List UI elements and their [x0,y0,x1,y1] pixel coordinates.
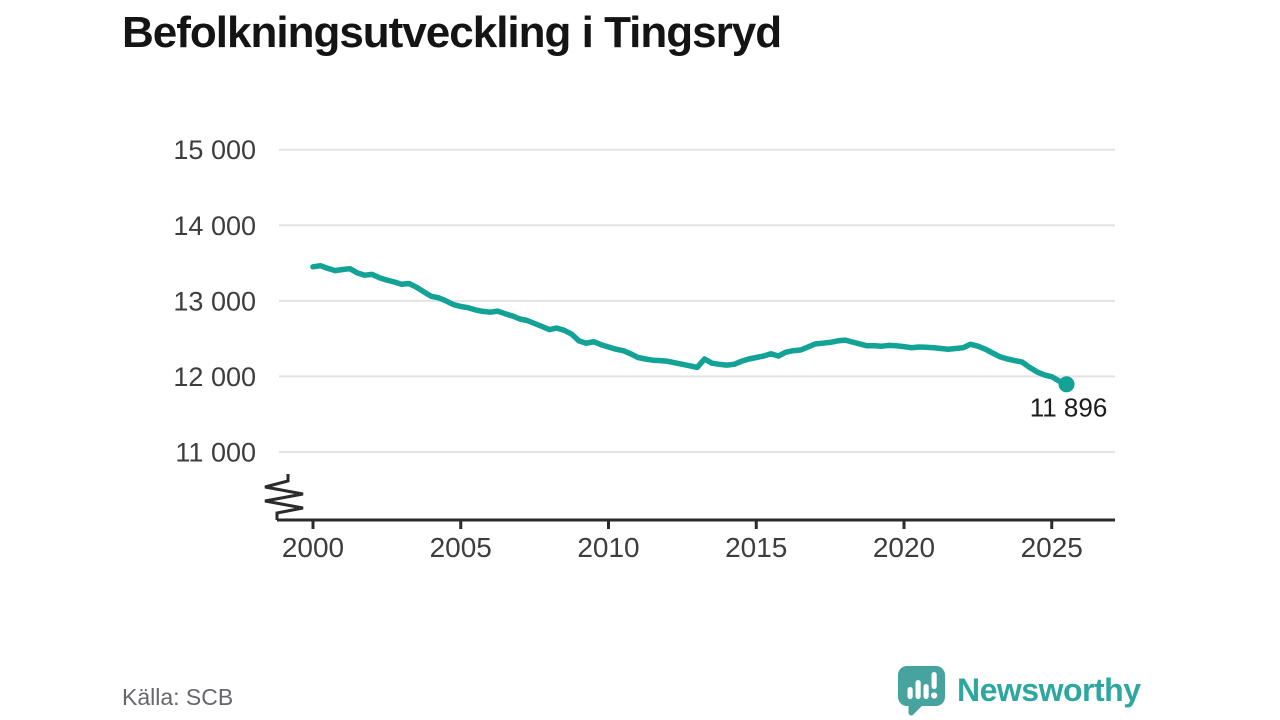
y-axis-tick-label: 15 000 [173,135,256,165]
population-series-line [310,262,1070,388]
x-axis-tick-label: 2025 [1021,532,1083,563]
logo-bar-tall [915,680,921,699]
series-end-dot [1058,376,1075,393]
logo-exclamation-dot [931,692,938,699]
x-axis-tick-label: 2005 [430,532,492,563]
newsworthy-logo-icon [898,666,945,716]
brand-wordmark: Newsworthy [957,671,1141,708]
logo-bar-small [907,687,913,699]
x-axis-tick-label: 2015 [725,532,787,563]
y-axis-tick-label: 12 000 [173,362,256,392]
newsworthy-brand: Newsworthy [896,664,1141,716]
logo-speech-bubble [898,666,945,716]
x-axis-tick-label: 2000 [282,532,344,563]
x-axis-tick-label: 2010 [577,532,639,563]
y-axis-tick-label: 13 000 [173,286,256,316]
logo-exclamation-bar [931,672,937,689]
x-axis-tick-label: 2020 [873,532,935,563]
source-label: Källa: SCB [122,684,234,710]
y-axis-tick-label: 11 000 [175,438,256,468]
chart-title: Befolkningsutveckling i Tingsryd [122,8,782,57]
axis-break-icon [264,474,304,520]
latest-value-label: 11 896 [1030,392,1108,422]
y-axis-tick-label: 14 000 [173,211,256,241]
logo-bar-medium [923,684,929,699]
